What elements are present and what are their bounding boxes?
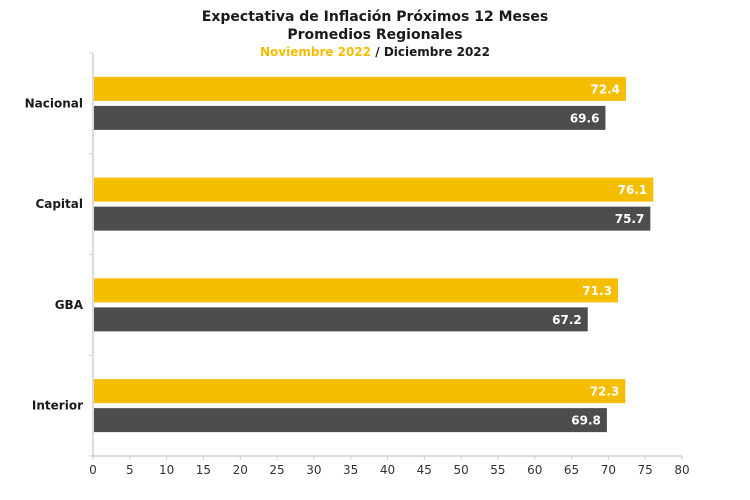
data-label: 72.4 (590, 82, 620, 96)
x-tick-label: 75 (638, 463, 653, 477)
category-label: Interior (32, 399, 83, 413)
chart-title: Expectativa de Inflación Próximos 12 Mes… (201, 9, 549, 25)
data-label: 69.8 (571, 414, 601, 428)
bar-diciembre (94, 105, 606, 130)
x-tick-label: 15 (196, 463, 211, 477)
bar-noviembre (94, 379, 626, 404)
legend-series-1: Noviembre 2022 (259, 45, 372, 59)
bar-noviembre (94, 76, 627, 101)
bar-diciembre (94, 408, 607, 433)
bar-noviembre (94, 177, 654, 202)
x-tick-label: 55 (490, 463, 505, 477)
legend-separator: / (371, 45, 384, 59)
chart-legend-line: Noviembre 2022 / Diciembre 2022 (0, 44, 750, 60)
data-label: 72.3 (590, 385, 620, 399)
x-tick-label: 45 (417, 463, 432, 477)
x-tick-label: 65 (564, 463, 579, 477)
x-tick-label: 50 (453, 463, 468, 477)
data-label: 67.2 (552, 313, 582, 327)
x-tick-label: 20 (233, 463, 248, 477)
x-tick-label: 30 (306, 463, 321, 477)
bar-diciembre (94, 206, 651, 231)
x-tick-label: 40 (380, 463, 395, 477)
x-tick-label: 10 (159, 463, 174, 477)
bar-diciembre (94, 307, 588, 332)
x-tick-label: 80 (674, 463, 689, 477)
chart-subtitle: Promedios Regionales (287, 27, 463, 43)
category-label: GBA (55, 298, 84, 312)
x-tick-label: 60 (527, 463, 542, 477)
category-label: Capital (35, 197, 83, 211)
x-tick-label: 0 (89, 463, 97, 477)
x-tick-label: 70 (601, 463, 616, 477)
legend-series-2: Diciembre 2022 (383, 45, 490, 59)
x-tick-label: 25 (269, 463, 284, 477)
data-label: 75.7 (615, 212, 645, 226)
x-tick-label: 35 (343, 463, 358, 477)
category-label: Nacional (25, 96, 83, 110)
data-label: 71.3 (582, 284, 612, 298)
x-tick-label: 5 (126, 463, 134, 477)
data-label: 69.6 (570, 111, 600, 125)
data-label: 76.1 (618, 183, 648, 197)
chart-titles: Expectativa de Inflación Próximos 12 Mes… (0, 8, 750, 60)
bar-noviembre (94, 278, 618, 303)
